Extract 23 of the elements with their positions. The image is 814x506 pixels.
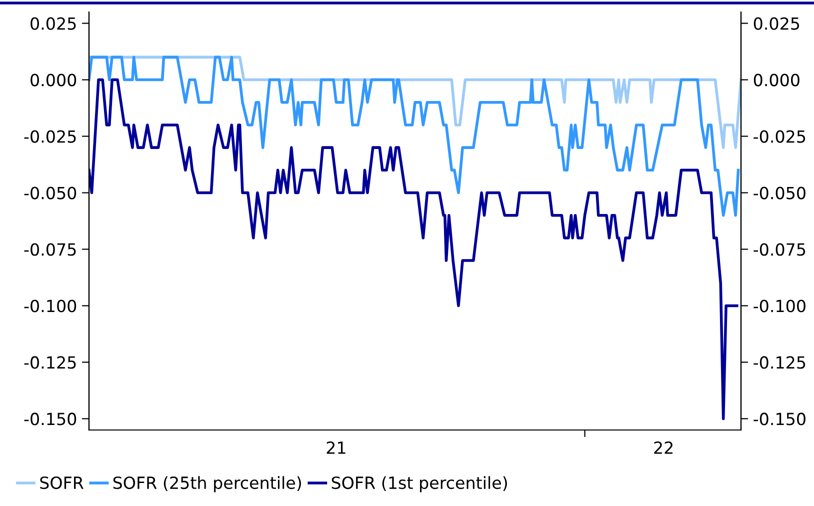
y-tick-label: 0.025: [30, 17, 76, 30]
y2-tick-label: -0.025: [754, 130, 806, 143]
line-series: [89, 56, 740, 217]
y2-tick-label: -0.150: [754, 412, 806, 426]
line-series: [89, 78, 738, 420]
x-tick-label: 22: [654, 441, 673, 454]
y2-tick-label: -0.075: [754, 243, 806, 256]
y2-tick-label: -0.125: [754, 356, 806, 369]
y-tick-label: -0.075: [24, 243, 76, 256]
y-tick-label: -0.025: [24, 130, 76, 143]
y2-tick-label: -0.050: [754, 186, 806, 200]
legend-label: SOFR (1st percentile): [332, 476, 507, 492]
y-tick-label: -0.125: [24, 356, 76, 369]
legend-label: SOFR (25th percentile): [113, 476, 301, 492]
legend-label: SOFR: [40, 476, 84, 490]
y2-tick-label: 0.025: [754, 17, 800, 30]
x-tick-label: 21: [326, 441, 346, 454]
y-tick-label: 0.000: [30, 74, 76, 86]
y2-tick-label: -0.100: [754, 300, 806, 312]
y-tick-label: -0.150: [24, 412, 76, 426]
y-tick-label: -0.100: [24, 300, 76, 312]
y2-tick-label: 0.000: [754, 74, 800, 86]
y-tick-label: -0.050: [24, 186, 76, 200]
